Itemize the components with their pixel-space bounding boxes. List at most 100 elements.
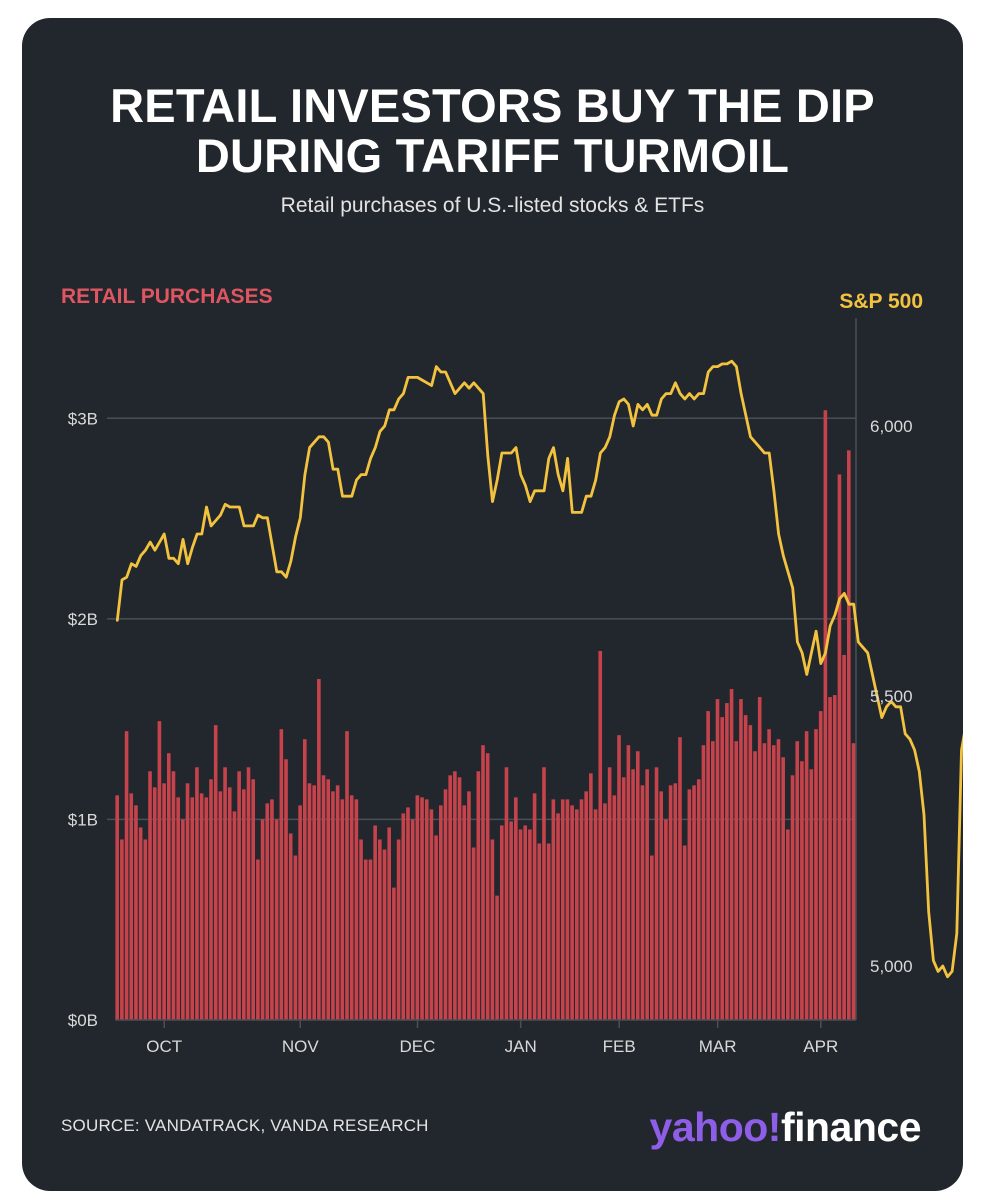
bar-118: [668, 785, 673, 1020]
bar-144: [790, 775, 795, 1020]
bar-42: [312, 785, 316, 1020]
bar-65: [420, 797, 424, 1020]
x-tick-label-4: FEB: [603, 1037, 636, 1056]
x-tick-label-1: NOV: [282, 1037, 320, 1056]
bar-92: [546, 843, 551, 1020]
bar-122: [687, 789, 692, 1020]
bar-127: [711, 741, 715, 1020]
bar-49: [345, 731, 349, 1020]
bar-43: [317, 679, 321, 1020]
bar-142: [781, 757, 785, 1020]
bar-9: [157, 721, 162, 1020]
bar-37: [288, 833, 293, 1020]
bar-60: [396, 839, 401, 1020]
bar-88: [528, 829, 532, 1020]
bar-35: [279, 729, 284, 1020]
bar-135: [748, 725, 753, 1020]
bar-34: [274, 819, 279, 1020]
bar-137: [757, 697, 762, 1020]
bar-86: [518, 829, 523, 1020]
bar-103: [598, 650, 603, 1020]
bar-7: [148, 771, 152, 1020]
bar-114: [650, 855, 654, 1020]
bar-84: [509, 821, 513, 1020]
bar-123: [692, 785, 696, 1020]
x-tick-label-5: MAR: [699, 1037, 737, 1056]
bar-25: [232, 811, 237, 1020]
bar-89: [532, 793, 537, 1020]
bar-126: [706, 711, 710, 1020]
bar-130: [725, 703, 729, 1020]
yahoo-finance-logo: yahoo!finance: [650, 1104, 922, 1151]
x-tick-label-0: OCT: [146, 1037, 182, 1056]
bar-156: [847, 450, 851, 1020]
bar-108: [621, 777, 626, 1020]
right-tick-label-2: 6,000: [870, 417, 913, 436]
bar-44: [321, 775, 326, 1020]
bar-2: [124, 731, 129, 1020]
bar-36: [284, 759, 288, 1020]
bar-93: [551, 799, 556, 1020]
bar-31: [260, 819, 265, 1020]
bar-151: [823, 410, 828, 1021]
bar-136: [753, 751, 757, 1020]
bar-63: [410, 819, 415, 1020]
bar-52: [359, 839, 363, 1020]
bar-56: [378, 839, 382, 1020]
bar-107: [617, 735, 621, 1020]
dual-axis-chart: $0B $1B $2B $3B 5,000 5,500 6,000 OCT NOV DEC JAN F…: [68, 318, 963, 1056]
bar-71: [448, 775, 452, 1020]
right-tick-label-1: 5,500: [870, 687, 913, 706]
chart-title-line-1: RETAIL INVESTORS BUY THE DIP: [110, 79, 875, 132]
bar-129: [720, 717, 724, 1020]
bar-145: [795, 741, 800, 1020]
bar-149: [814, 729, 818, 1020]
bar-61: [401, 813, 406, 1020]
bar-8: [152, 787, 157, 1020]
sp500-line: [115, 359, 963, 979]
bar-76: [471, 847, 476, 1020]
bar-134: [743, 715, 748, 1020]
bar-26: [237, 771, 241, 1020]
bar-75: [467, 791, 471, 1020]
bar-131: [729, 689, 734, 1020]
bar-85: [514, 797, 518, 1020]
bar-11: [166, 753, 171, 1020]
bar-140: [771, 745, 776, 1020]
bar-119: [673, 783, 678, 1020]
bar-104: [603, 803, 607, 1020]
bar-132: [734, 741, 739, 1020]
bar-62: [406, 807, 410, 1020]
bar-16: [190, 797, 195, 1020]
bar-17: [195, 767, 199, 1020]
bar-1: [120, 839, 124, 1020]
bar-115: [654, 767, 659, 1020]
bar-29: [251, 779, 255, 1020]
bar-4: [134, 805, 138, 1020]
bar-38: [293, 855, 298, 1020]
bar-102: [593, 809, 598, 1020]
bar-117: [664, 819, 668, 1020]
bar-97: [570, 805, 574, 1020]
left-tick-label-0: $0B: [68, 1011, 98, 1030]
bar-99: [579, 799, 584, 1020]
bar-19: [204, 797, 209, 1020]
bar-87: [523, 825, 528, 1020]
bar-106: [612, 795, 617, 1020]
bar-12: [171, 771, 176, 1020]
chart-card: RETAIL INVESTORS BUY THE DIP DURING TARI…: [22, 18, 963, 1191]
bar-13: [176, 797, 180, 1020]
bar-53: [363, 859, 368, 1020]
bar-153: [832, 695, 837, 1020]
bar-50: [349, 795, 354, 1020]
bar-138: [762, 743, 767, 1020]
bar-23: [223, 767, 227, 1020]
bar-18: [199, 793, 204, 1020]
bar-40: [302, 739, 307, 1020]
bar-121: [682, 845, 687, 1020]
x-tick-label-2: DEC: [400, 1037, 436, 1056]
bar-32: [265, 803, 270, 1020]
bar-20: [209, 779, 213, 1020]
bar-141: [776, 739, 781, 1020]
bar-147: [804, 731, 809, 1020]
